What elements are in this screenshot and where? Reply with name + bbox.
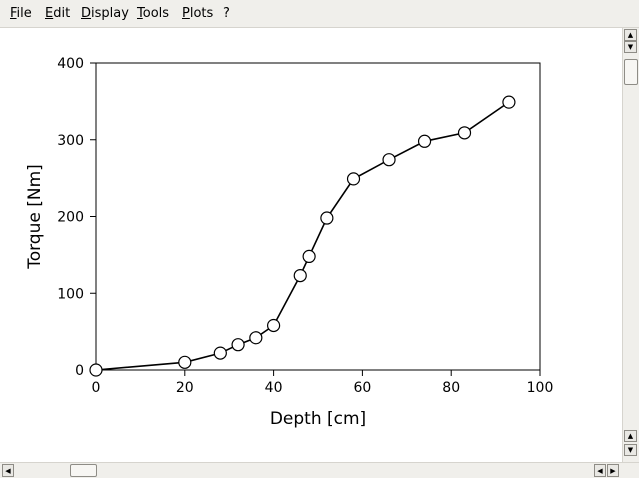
x-tick-label: 100 [527,380,554,396]
menu-bar: File Edit Display Tools Plots ? [0,0,639,28]
x-axis-label: Depth [cm] [270,409,366,429]
data-point [293,268,307,283]
data-point [249,331,263,345]
y-axis-label: Torque [Nm] [25,164,45,270]
menu-tools[interactable]: Tools [137,6,170,21]
menu-display[interactable]: Display [81,6,129,21]
data-point [320,211,334,225]
data-point [267,318,281,333]
arrow-down-icon[interactable]: ▼ [624,41,637,53]
data-point [213,346,227,360]
arrow-left-icon[interactable]: ◀ [2,464,14,477]
y-tick-label: 100 [57,286,84,302]
horizontal-scrollbar[interactable]: ◀ ◀ ▶ [0,462,639,478]
vertical-scroll-thumb[interactable] [624,59,638,85]
y-tick-label: 300 [57,133,84,149]
series-line [95,101,510,371]
data-point [382,153,396,167]
menu-help[interactable]: ? [223,6,230,21]
y-tick-label: 400 [57,56,84,72]
horizontal-scroll-thumb[interactable] [70,464,97,477]
arrow-up-icon[interactable]: ▲ [624,430,637,442]
menu-file[interactable]: File [10,6,32,21]
x-tick-label: 20 [176,380,194,396]
data-point [417,134,432,148]
x-tick-label: 80 [442,380,460,396]
data-point [231,338,245,352]
arrow-down-icon[interactable]: ▼ [624,444,637,456]
vertical-scrollbar[interactable]: ▲ ▼ ▲ ▼ [622,28,639,462]
arrow-right-icon[interactable]: ▶ [607,464,619,477]
menu-edit[interactable]: Edit [45,6,71,21]
arrow-left-icon[interactable]: ◀ [594,464,606,477]
data-point [89,363,103,377]
data-point [346,172,361,186]
menu-plots[interactable]: Plots [182,6,214,21]
data-point [302,249,316,264]
y-tick-label: 200 [57,210,84,226]
plot-frame [95,62,541,371]
data-point [502,95,516,109]
plot-area: 0 20 40 60 80 100 0 100 200 300 400 Depth [cm] To… [0,28,622,462]
x-tick-label: 0 [92,380,101,396]
x-tick-label: 60 [353,380,371,396]
data-point [457,126,472,140]
data-point [178,355,192,369]
torque-depth-chart: 0 20 40 60 80 100 0 100 200 300 400 Depth [cm] To… [25,56,554,429]
x-tick-label: 40 [265,380,283,396]
y-tick-label: 0 [75,363,84,379]
arrow-up-icon[interactable]: ▲ [624,29,637,41]
